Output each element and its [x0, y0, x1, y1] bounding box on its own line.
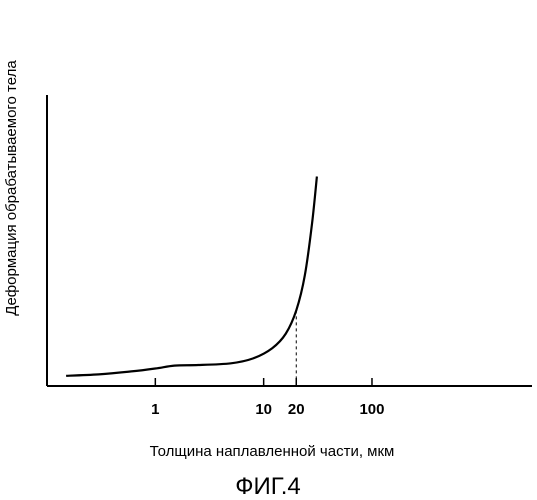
y-axis-label: Деформация обрабатываемого тела [3, 60, 20, 316]
x-tick-label: 10 [255, 401, 272, 418]
x-ticks [155, 378, 372, 386]
series-line [66, 177, 317, 376]
x-tick-label: 1 [151, 401, 159, 418]
x-tick-labels: 1 10 20 100 [151, 401, 384, 418]
figure-caption: ФИГ.4 [235, 473, 301, 500]
x-tick-label: 20 [288, 401, 305, 418]
x-axis-label: Толщина наплавленной части, мкм [150, 443, 395, 460]
axes [47, 95, 532, 386]
x-tick-label: 100 [359, 401, 384, 418]
